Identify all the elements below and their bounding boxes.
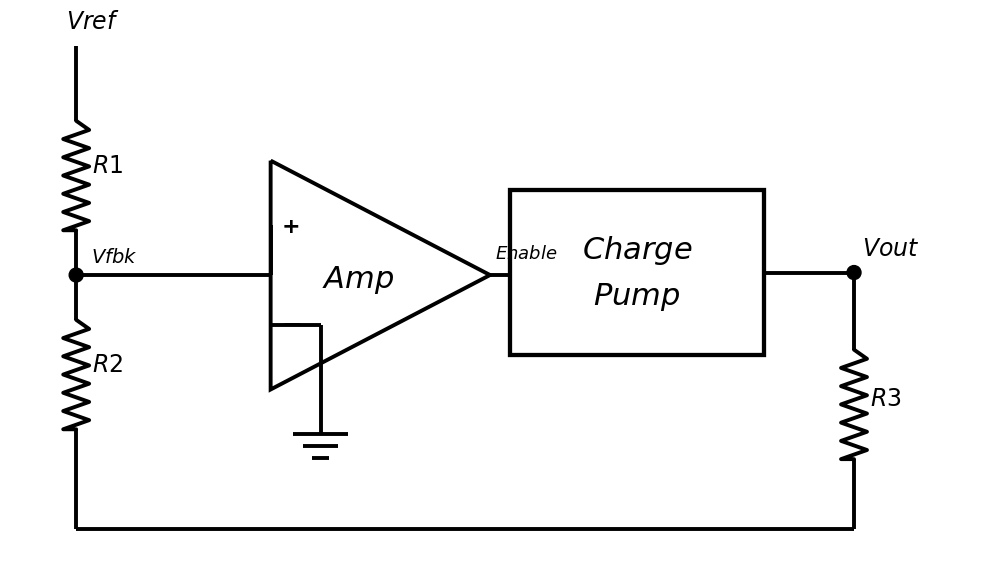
Text: $\it{R2}$: $\it{R2}$ [92,353,123,377]
Text: $\it{Amp}$: $\it{Amp}$ [322,264,394,296]
Text: $\it{R1}$: $\it{R1}$ [92,154,123,177]
Text: $\it{Pump}$: $\it{Pump}$ [593,281,681,314]
Text: $\it{Vfbk}$: $\it{Vfbk}$ [91,248,138,267]
Text: $\it{Charge}$: $\it{Charge}$ [582,234,692,267]
Text: $\it{Vout}$: $\it{Vout}$ [862,237,920,260]
Text: $\it{Vref}$: $\it{Vref}$ [66,10,120,34]
Circle shape [847,266,861,280]
Text: $\mathbf{-}$: $\mathbf{-}$ [281,311,301,336]
Text: $\mathbf{+}$: $\mathbf{+}$ [281,216,299,237]
Text: $\it{R3}$: $\it{R3}$ [870,388,902,411]
Bar [510,190,764,355]
Text: $\it{Enable}$: $\it{Enable}$ [495,245,558,263]
Circle shape [69,268,83,282]
